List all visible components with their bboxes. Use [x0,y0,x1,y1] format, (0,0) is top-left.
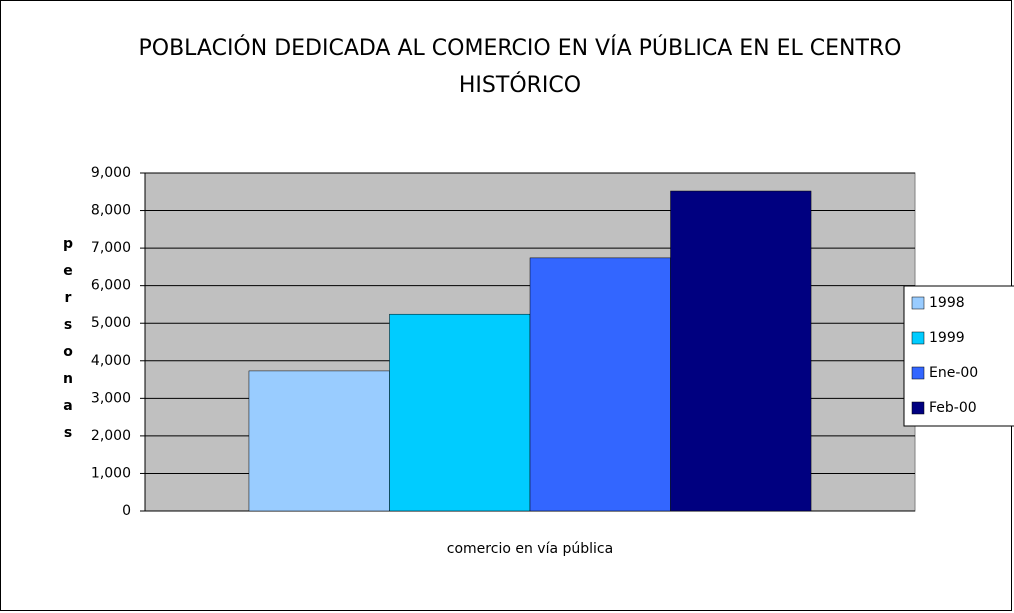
y-tick-label: 1,000 [91,465,131,481]
y-tick-label: 5,000 [91,315,131,331]
legend-swatch [911,366,925,380]
x-tick-label: comercio en vía pública [447,541,613,557]
bar [389,313,531,512]
y-tick-label: 3,000 [91,390,131,406]
chart-title: POBLACIÓN DEDICADA AL COMERCIO EN VÍA PÚ… [138,36,902,98]
legend-label: Ene-00 [929,365,978,381]
legend-swatch [911,331,925,345]
y-axis-label: personas [60,236,76,452]
y-tick-label: 7,000 [91,240,131,256]
legend-label: 1999 [929,330,965,346]
legend-label: Feb-00 [929,400,977,416]
legend-swatch [911,296,925,310]
bar [670,190,812,512]
y-tick-label: 0 [122,503,131,519]
y-tick-label: 2,000 [91,428,131,444]
y-tick-label: 6,000 [91,278,131,294]
bar [248,370,390,512]
legend-label: 1998 [929,295,965,311]
y-tick-label: 9,000 [91,165,131,181]
bar [529,257,671,512]
legend-swatch [911,401,925,415]
y-tick-label: 4,000 [91,353,131,369]
y-tick-label: 8,000 [91,203,131,219]
